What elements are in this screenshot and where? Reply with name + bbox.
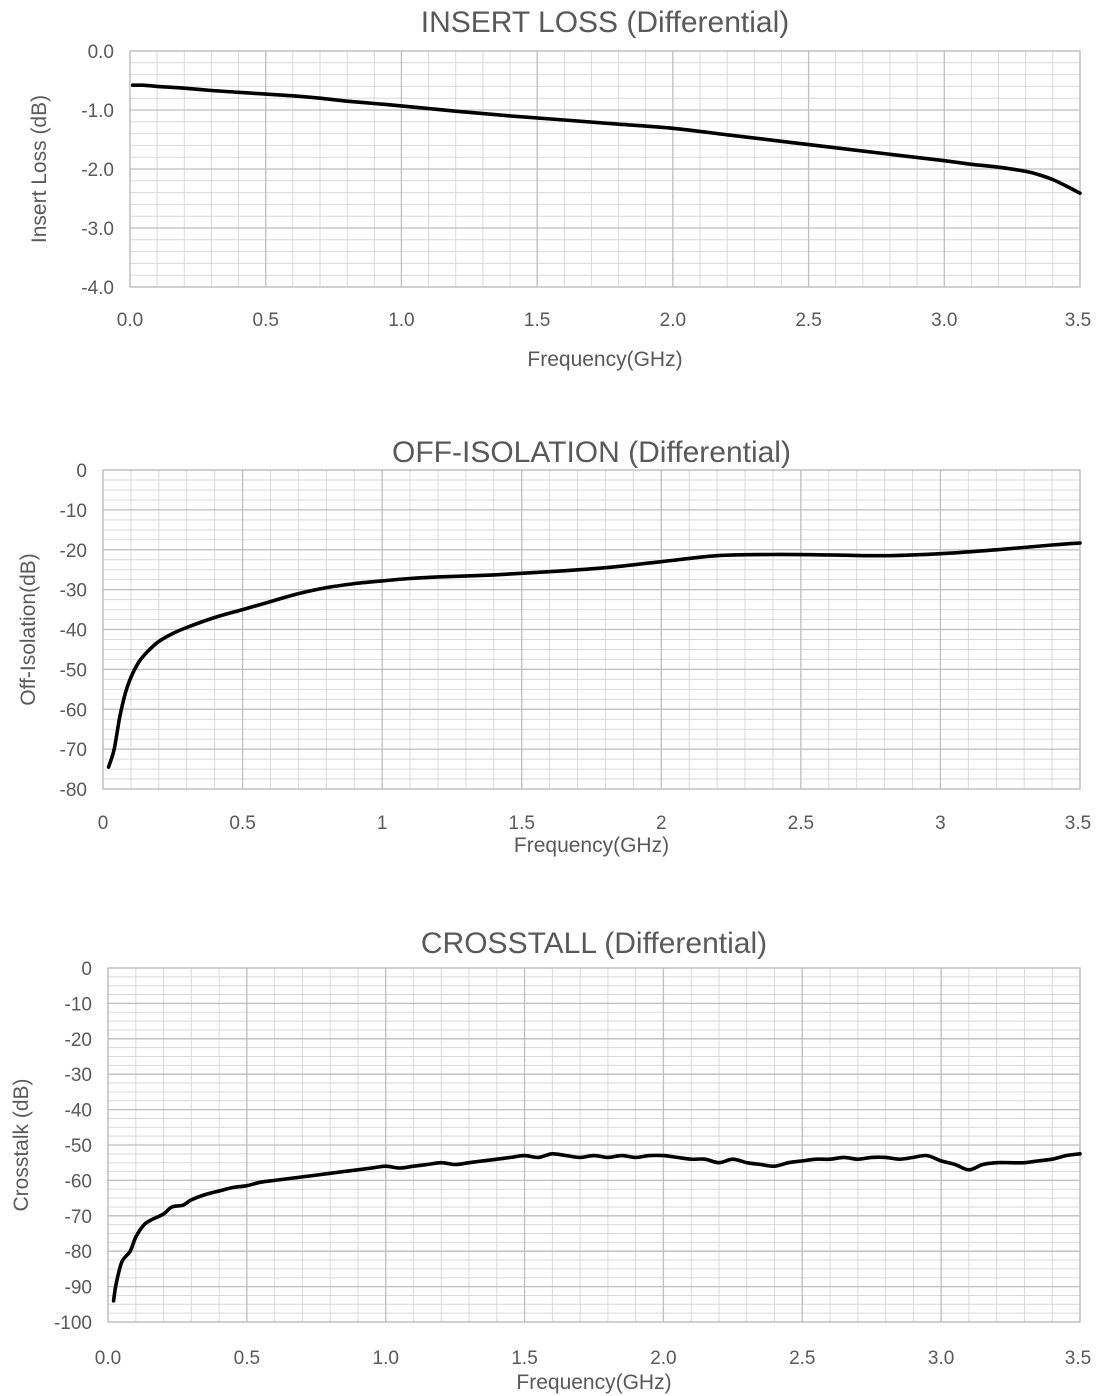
y-tick-label: 0.0 (88, 42, 114, 63)
x-tick-label: 2.0 (650, 1348, 676, 1369)
y-tick-label: -90 (65, 1278, 92, 1299)
plot-area (107, 967, 1081, 1323)
chart-1: INSERT LOSS (Differential) 0.0 -1.0 -2.0 -3.… (28, 6, 1091, 371)
x-tick-label: 0.0 (95, 1348, 121, 1369)
y-tick-label: -100 (54, 1313, 92, 1334)
x-axis-title: Frequency(GHz) (514, 834, 669, 857)
y-tick-label: -4.0 (81, 278, 114, 299)
plot-area (102, 469, 1081, 790)
x-tick-label: 3.5 (1065, 813, 1091, 834)
x-axis-title: Frequency(GHz) (527, 348, 682, 371)
x-tick-label: 2 (656, 813, 667, 834)
x-tick-label: 2.5 (789, 1348, 815, 1369)
grid (107, 967, 1081, 1323)
chart-3: CROSSTALL (Differential) 0 -10 -20 -30 -40 -50… (10, 927, 1091, 1394)
x-tick-label: 1.5 (524, 310, 550, 331)
chart-title: INSERT LOSS (Differential) (421, 6, 789, 39)
y-tick-label: -20 (65, 1030, 92, 1051)
y-tick-label: -10 (60, 501, 87, 522)
y-tick-label: -3.0 (81, 219, 114, 240)
x-tick-label: 2.5 (788, 813, 814, 834)
grid (129, 50, 1081, 288)
series-line (111, 1151, 1082, 1303)
y-tick-label: -40 (60, 621, 87, 642)
x-tick-label: 1.0 (388, 310, 414, 331)
x-tick-label: 0.5 (229, 813, 255, 834)
y-tick-label: -60 (65, 1171, 92, 1192)
x-tick-label: 0.5 (234, 1348, 260, 1369)
x-tick-label: 0 (98, 813, 109, 834)
y-tick-label: -2.0 (81, 160, 114, 181)
x-tick-label: 2.0 (660, 310, 686, 331)
x-tick-label: 1.5 (511, 1348, 537, 1369)
series-line (130, 83, 1082, 195)
y-axis-title: Insert Loss (dB) (28, 95, 51, 243)
y-tick-label: -10 (65, 994, 92, 1015)
x-tick-label: 3.5 (1065, 1348, 1091, 1369)
x-tick-label: 1.5 (509, 813, 535, 834)
chart-2: OFF-ISOLATION (Differential) 0 -10 -20 -30 -4… (17, 436, 1091, 857)
chart-title: OFF-ISOLATION (Differential) (392, 436, 791, 469)
y-tick-label: -30 (60, 581, 87, 602)
y-tick-label: -40 (65, 1101, 92, 1122)
y-tick-label: -70 (65, 1207, 92, 1228)
x-tick-label: 0.0 (117, 310, 143, 331)
y-tick-label: -50 (60, 660, 87, 681)
grid (102, 469, 1081, 790)
y-tick-label: -60 (60, 700, 87, 721)
x-tick-label: 0.5 (253, 310, 279, 331)
y-tick-label: -20 (60, 541, 87, 562)
x-tick-label: 3.0 (928, 1348, 954, 1369)
x-tick-label: 3.0 (931, 310, 957, 331)
y-tick-label: 0 (76, 461, 87, 482)
y-axis-title: Off-Isolation(dB) (17, 553, 40, 706)
y-tick-label: -80 (60, 780, 87, 801)
y-axis-title: Crosstalk (dB) (10, 1078, 33, 1211)
x-tick-label: 2.5 (795, 310, 821, 331)
chart-title: CROSSTALL (Differential) (421, 927, 767, 960)
y-tick-label: -80 (65, 1242, 92, 1263)
y-tick-label: -1.0 (81, 101, 114, 122)
series-line (106, 541, 1082, 769)
x-tick-label: 1.0 (373, 1348, 399, 1369)
x-tick-label: 3.5 (1065, 310, 1091, 331)
y-tick-label: 0 (81, 959, 92, 980)
x-tick-label: 1 (377, 813, 388, 834)
x-axis-title: Frequency(GHz) (516, 1371, 671, 1394)
y-tick-label: -30 (65, 1065, 92, 1086)
x-tick-label: 3 (935, 813, 946, 834)
plot-area (129, 50, 1081, 288)
y-tick-label: -50 (65, 1136, 92, 1157)
y-tick-label: -70 (60, 740, 87, 761)
